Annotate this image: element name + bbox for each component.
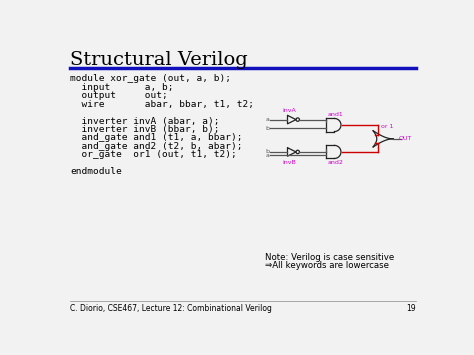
- Text: invB: invB: [283, 160, 296, 165]
- Text: b: b: [265, 149, 269, 154]
- Text: a: a: [265, 153, 269, 158]
- Text: and1: and1: [328, 111, 344, 116]
- Text: ⇒All keywords are lowercase: ⇒All keywords are lowercase: [264, 261, 389, 269]
- Text: input      a, b;: input a, b;: [70, 83, 173, 92]
- Text: Note: Verilog is case sensitive: Note: Verilog is case sensitive: [264, 253, 394, 262]
- Text: invA: invA: [283, 108, 296, 113]
- Text: or_gate  or1 (out, t1, t2);: or_gate or1 (out, t1, t2);: [70, 151, 237, 159]
- Text: Structural Verilog: Structural Verilog: [70, 51, 248, 69]
- Text: C. Diorio, CSE467, Lecture 12: Combinational Verilog: C. Diorio, CSE467, Lecture 12: Combinati…: [70, 304, 272, 313]
- Text: wire       abar, bbar, t1, t2;: wire abar, bbar, t1, t2;: [70, 100, 254, 109]
- Text: inverter invA (abar, a);: inverter invA (abar, a);: [70, 116, 219, 126]
- Text: OUT: OUT: [399, 136, 412, 141]
- Text: or 1: or 1: [381, 124, 393, 129]
- Text: and_gate and2 (t2, b, abar);: and_gate and2 (t2, b, abar);: [70, 142, 243, 151]
- Text: and_gate and1 (t1, a, bbar);: and_gate and1 (t1, a, bbar);: [70, 133, 243, 142]
- Text: inverter invB (bbar, b);: inverter invB (bbar, b);: [70, 125, 219, 134]
- Text: endmodule: endmodule: [70, 167, 122, 176]
- Text: 19: 19: [406, 304, 416, 313]
- Text: b: b: [265, 126, 269, 131]
- Text: module xor_gate (out, a, b);: module xor_gate (out, a, b);: [70, 74, 231, 83]
- Text: output     out;: output out;: [70, 91, 168, 100]
- Text: and2: and2: [328, 160, 344, 165]
- Text: a: a: [265, 117, 269, 122]
